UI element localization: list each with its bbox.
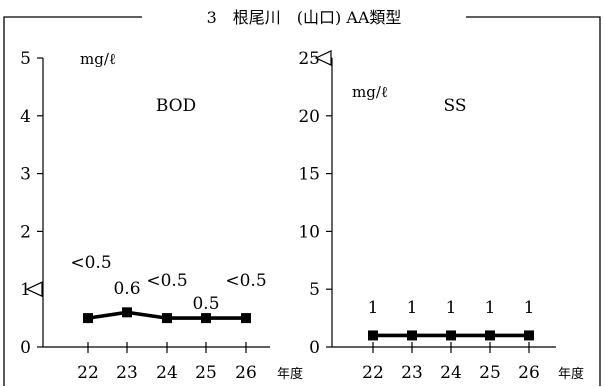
ss-y-tick-label: 15 — [298, 165, 320, 185]
bod-data-point — [122, 307, 132, 318]
ss-data-point — [368, 330, 378, 341]
ss-y-tick-label: 0 — [309, 338, 320, 358]
bod-data-label: 0.5 — [192, 294, 219, 314]
ss-x-tick-label: 25 — [479, 363, 501, 383]
ss-name-label: SS — [444, 96, 467, 116]
bod-data-label: <0.5 — [225, 271, 266, 291]
bod-y-tick-label: 0 — [20, 338, 31, 358]
ss-y-tick-label: 25 — [298, 49, 320, 69]
bod-data-point — [83, 313, 93, 324]
ss-y-tick-label: 20 — [298, 107, 320, 127]
ss-y-tick-label: 10 — [298, 222, 320, 242]
ss-unit-label: mg/ℓ — [352, 83, 388, 101]
frame-border — [3, 16, 601, 386]
bod-x-tick-label: 23 — [116, 363, 138, 383]
ss-data-point — [524, 330, 534, 341]
ss-data-label: 1 — [524, 298, 535, 318]
bod-y-tick-label: 2 — [20, 222, 31, 242]
bod-name-label: BOD — [156, 96, 196, 116]
bod-data-point — [162, 313, 172, 324]
chart-ss: 0 5 10 15 20 25 mg/ℓ SS 22 23 24 25 26 年度 1 1 1 1 1 — [298, 49, 584, 383]
ss-x-tick-label: 24 — [440, 363, 462, 383]
ss-data-label: 1 — [368, 298, 379, 318]
ss-x-tick-label: 23 — [401, 363, 423, 383]
frame-title: 3 根尾川 (山口) AA類型 — [207, 8, 402, 27]
ss-x-tick-label: 22 — [362, 363, 384, 383]
ss-standard-marker — [314, 50, 332, 66]
ss-data-point — [485, 330, 495, 341]
bod-data-point — [241, 313, 251, 324]
bod-x-tick-label: 25 — [195, 363, 217, 383]
ss-x-tick-label: 26 — [518, 363, 540, 383]
ss-data-label: 1 — [407, 298, 418, 318]
bod-standard-marker — [25, 281, 43, 298]
bod-y-tick-label: 4 — [20, 107, 31, 127]
ss-data-label: 1 — [485, 298, 496, 318]
bod-unit-label: mg/ℓ — [80, 50, 116, 68]
bod-data-label: <0.5 — [146, 271, 187, 291]
bod-data-point — [201, 313, 211, 324]
bod-y-tick-label: 1 — [20, 280, 31, 300]
bod-data-label: <0.5 — [70, 253, 111, 273]
bod-y-tick-label: 5 — [20, 49, 31, 69]
ss-x-axis-label: 年度 — [558, 366, 584, 382]
bod-x-axis-label: 年度 — [277, 366, 303, 382]
bod-x-tick-label: 26 — [235, 363, 257, 383]
ss-data-point — [446, 330, 456, 341]
bod-y-tick-label: 3 — [20, 165, 31, 185]
ss-y-tick-label: 5 — [309, 280, 320, 300]
bod-x-tick-label: 22 — [77, 363, 99, 383]
ss-data-point — [407, 330, 417, 341]
bod-data-label: 0.6 — [113, 279, 140, 299]
ss-data-label: 1 — [446, 298, 457, 318]
bod-x-tick-label: 24 — [156, 363, 178, 383]
